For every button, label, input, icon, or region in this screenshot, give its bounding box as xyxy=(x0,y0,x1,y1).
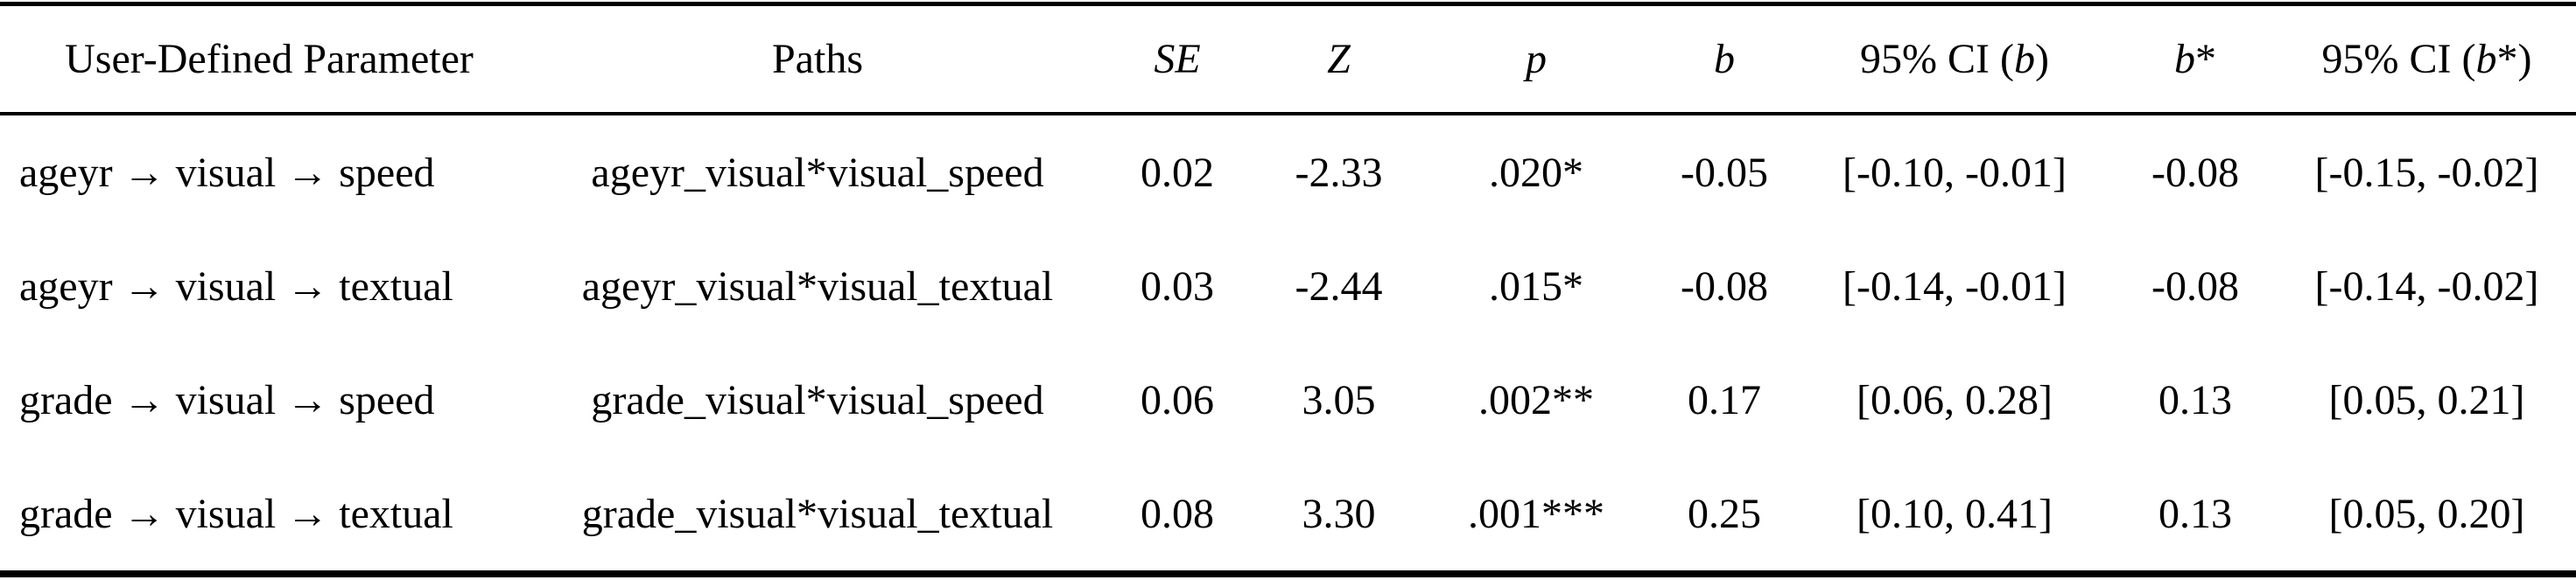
table-row: ageyr → visual → textual ageyr_visual*vi… xyxy=(0,229,2576,343)
cell-b-star: 0.13 xyxy=(2158,490,2232,537)
header-b-star-italic: b xyxy=(2174,36,2195,82)
cell-ci-b: [0.06, 0.28] xyxy=(1857,376,2053,423)
cell-b: -0.05 xyxy=(1681,149,1768,196)
cell-paths: grade_visual*visual_speed xyxy=(591,376,1044,423)
cell-paths: ageyr_visual*visual_speed xyxy=(591,149,1044,196)
header-ci-bstar-suffix: *) xyxy=(2496,36,2532,82)
cell-b: 0.25 xyxy=(1688,490,1761,537)
cell-b-star: 0.13 xyxy=(2158,376,2232,423)
header-ci-bstar-italic: b xyxy=(2475,36,2497,82)
header-ci-bstar-prefix: 95% CI ( xyxy=(2321,36,2476,82)
cell-p: .001*** xyxy=(1468,490,1604,537)
cell-ci-b: [-0.10, -0.01] xyxy=(1843,149,2067,196)
cell-parameter: grade → visual → textual xyxy=(19,490,453,537)
cell-se: 0.03 xyxy=(1141,262,1214,310)
table-row: grade → visual → textual grade_visual*vi… xyxy=(0,457,2576,574)
header-se-label: SE xyxy=(1154,36,1201,82)
header-row: User-Defined Parameter Paths SE Z p b 95… xyxy=(0,3,2576,115)
cell-ci-b-star: [-0.14, -0.02] xyxy=(2314,262,2539,310)
cell-ci-b-star: [0.05, 0.20] xyxy=(2328,490,2525,537)
cell-b-star: -0.08 xyxy=(2151,149,2239,196)
cell-b-star: -0.08 xyxy=(2151,262,2239,310)
header-ci-b: 95% CI (b) xyxy=(1796,3,2113,115)
cell-p: .002** xyxy=(1478,376,1594,423)
cell-paths: ageyr_visual*visual_textual xyxy=(581,262,1054,310)
cell-z: 3.05 xyxy=(1302,376,1376,423)
header-p: p xyxy=(1420,3,1653,115)
header-b-star: b* xyxy=(2113,3,2278,115)
cell-p: .020* xyxy=(1489,149,1583,196)
table-row: grade → visual → speed grade_visual*visu… xyxy=(0,343,2576,457)
cell-z: 3.30 xyxy=(1302,490,1376,537)
cell-ci-b-star: [0.05, 0.21] xyxy=(2328,376,2525,423)
header-z-label: Z xyxy=(1327,36,1351,82)
header-z: Z xyxy=(1258,3,1420,115)
cell-b: 0.17 xyxy=(1688,376,1761,423)
header-ci-b-prefix: 95% CI ( xyxy=(1860,36,2014,82)
cell-parameter: ageyr → visual → speed xyxy=(19,149,435,196)
cell-ci-b: [-0.14, -0.01] xyxy=(1843,262,2067,310)
header-ci-b-suffix: ) xyxy=(2034,36,2049,82)
header-ci-b-italic: b xyxy=(2013,36,2035,82)
cell-parameter: ageyr → visual → textual xyxy=(19,262,453,310)
cell-se: 0.08 xyxy=(1141,490,1214,537)
cell-parameter: grade → visual → speed xyxy=(19,376,435,423)
cell-b: -0.08 xyxy=(1681,262,1768,310)
header-p-label: p xyxy=(1526,36,1547,82)
header-b-star-suffix: * xyxy=(2195,36,2216,82)
header-ci-b-star: 95% CI (b*) xyxy=(2278,3,2576,115)
cell-se: 0.02 xyxy=(1141,149,1214,196)
cell-ci-b-star: [-0.15, -0.02] xyxy=(2314,149,2539,196)
table-row: ageyr → visual → speed ageyr_visual*visu… xyxy=(0,114,2576,229)
cell-se: 0.06 xyxy=(1141,376,1214,423)
header-user-defined-parameter: User-Defined Parameter xyxy=(0,3,538,115)
cell-z: -2.44 xyxy=(1295,262,1383,310)
cell-z: -2.33 xyxy=(1295,149,1383,196)
cell-paths: grade_visual*visual_textual xyxy=(581,490,1054,537)
header-paths: Paths xyxy=(538,3,1097,115)
header-b: b xyxy=(1653,3,1796,115)
cell-p: .015* xyxy=(1489,262,1583,310)
header-b-label: b xyxy=(1714,36,1735,82)
header-se: SE xyxy=(1097,3,1258,115)
cell-ci-b: [0.10, 0.41] xyxy=(1857,490,2053,537)
